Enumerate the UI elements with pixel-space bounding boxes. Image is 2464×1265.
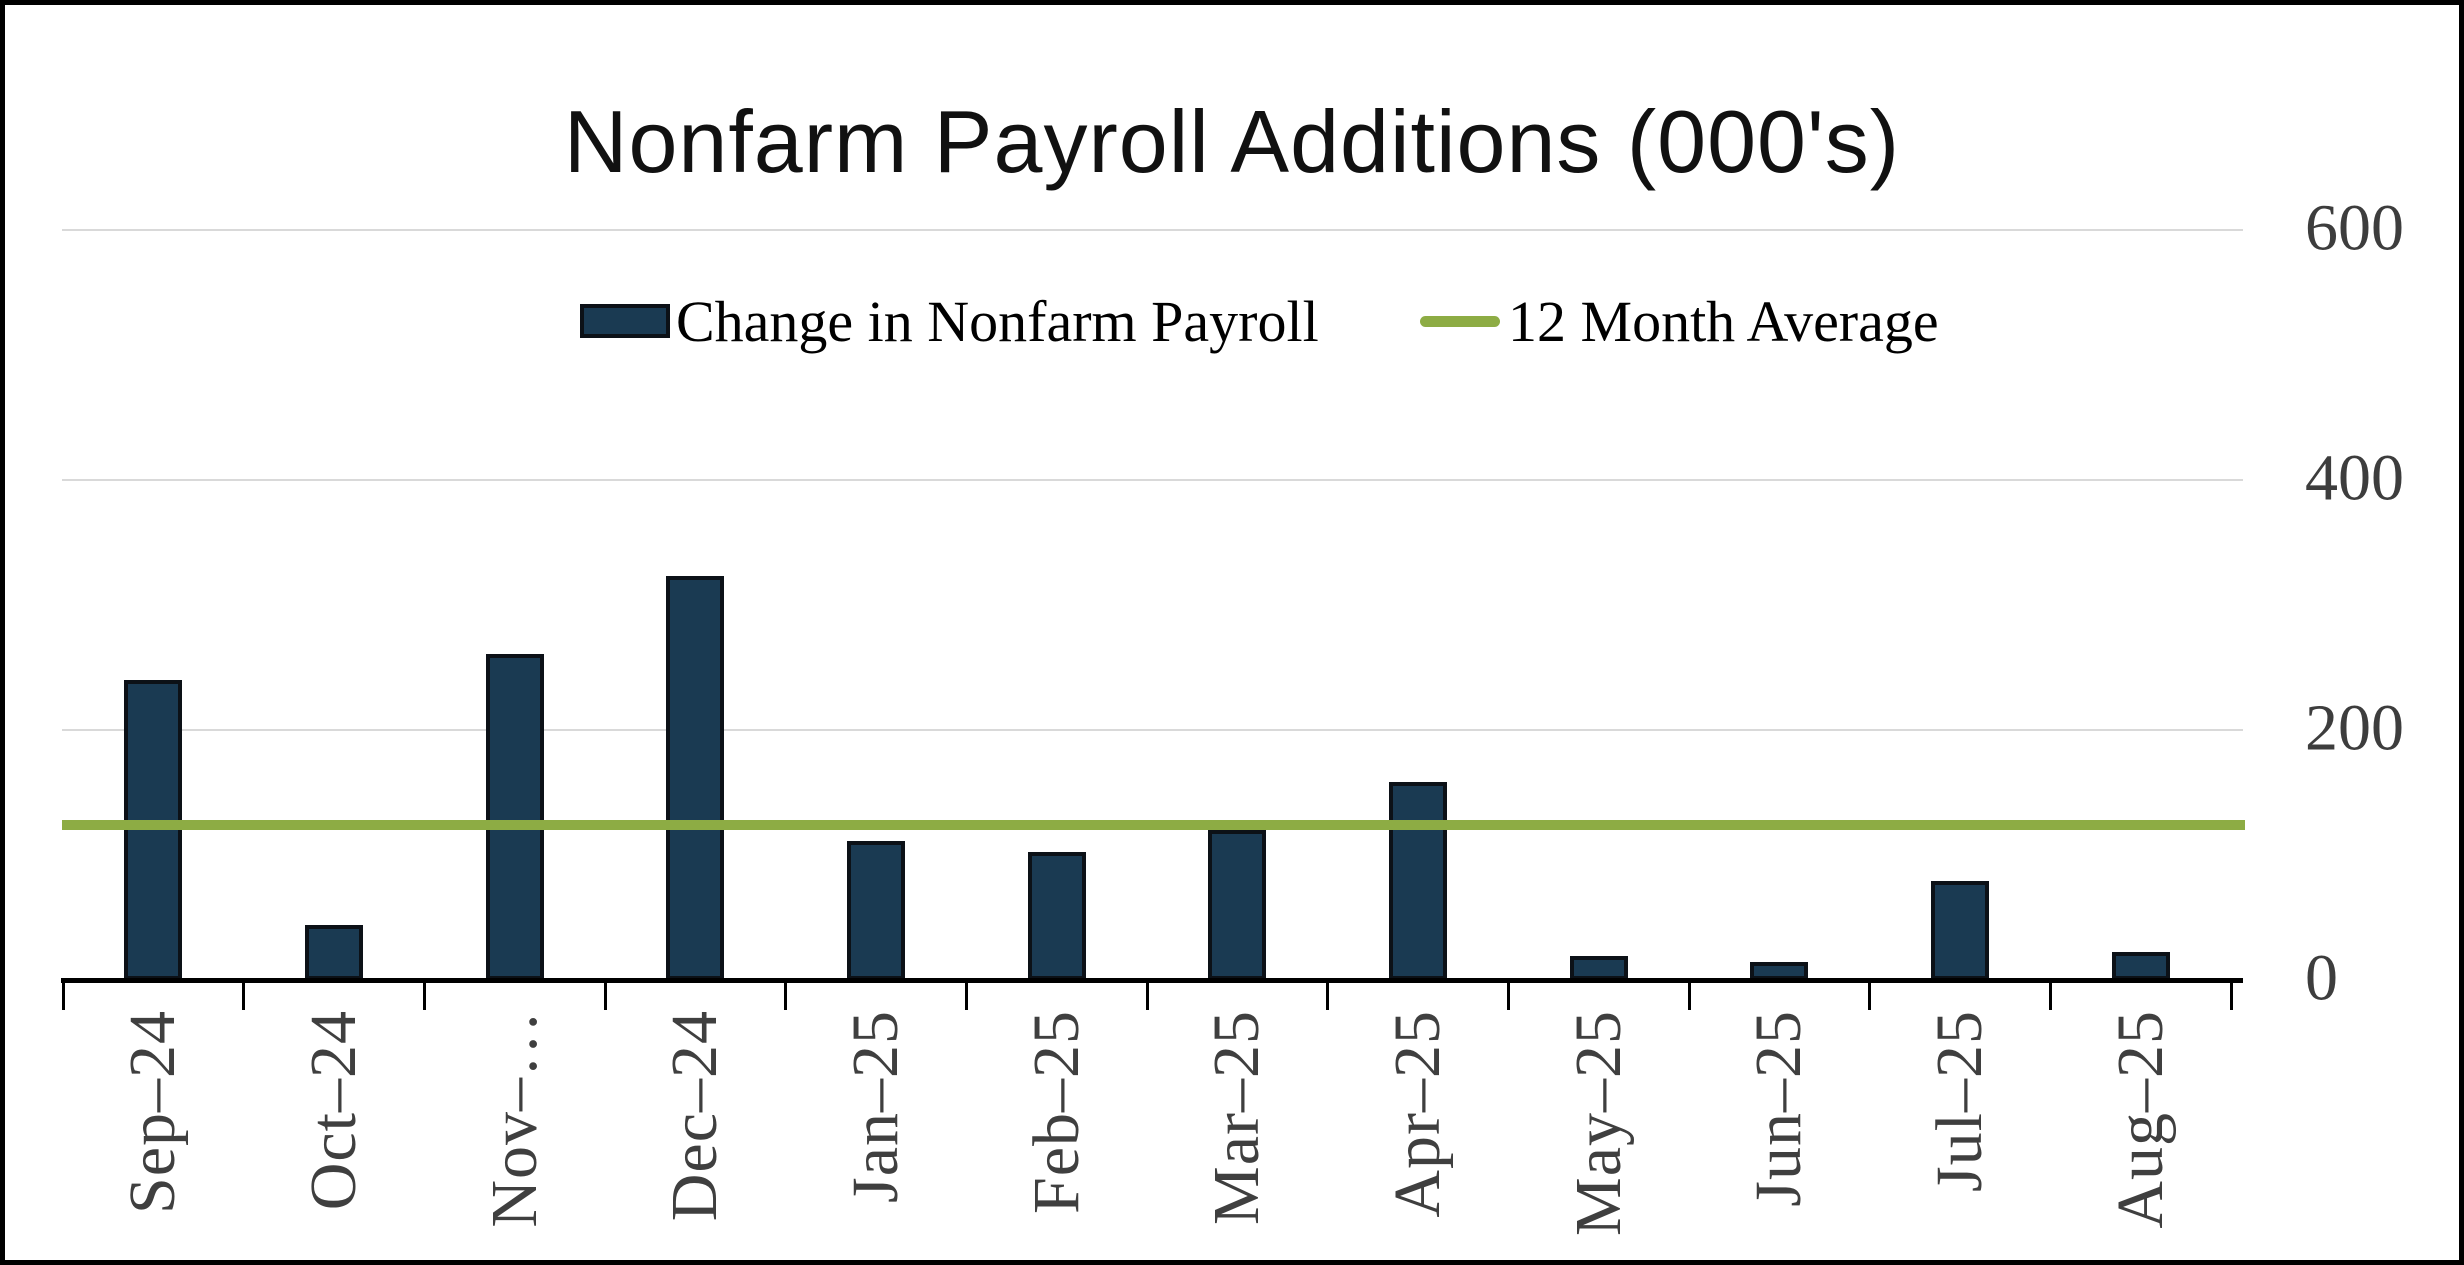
x-axis-label-Feb-25: Feb–25 [1019, 1010, 1095, 1219]
bar-Dec-24 [666, 576, 725, 980]
x-axis-label-Jan-25: Jan–25 [838, 1010, 914, 1208]
bar-Mar-25 [1208, 830, 1267, 980]
x-axis-label-text: May–25 [1562, 1010, 1635, 1236]
x-axis-label-Oct-24: Oct–24 [296, 1010, 372, 1215]
x-axis-label-text: Sep–24 [116, 1010, 189, 1214]
x-axis-label-text: Oct–24 [297, 1010, 370, 1211]
x-axis-tick [965, 983, 968, 1010]
x-axis-tick [1868, 983, 1871, 1010]
x-axis-label-text: Jun–25 [1742, 1010, 1815, 1207]
bar-Nov- [485, 654, 544, 980]
bar-May-25 [1569, 956, 1628, 980]
x-axis-tick [2049, 983, 2052, 1010]
chart-title: Nonfarm Payroll Additions (000's) [563, 92, 1901, 191]
x-axis-label-text: Nov–… [478, 1010, 551, 1228]
x-axis-label-text: Feb–25 [1020, 1010, 1093, 1214]
y-axis-label-600: 600 [2305, 191, 2404, 265]
y-axis-label-400: 400 [2305, 441, 2404, 515]
average-line-swatch-icon [1420, 315, 1500, 327]
x-axis-label-Sep-24: Sep–24 [115, 1010, 191, 1219]
average-line [62, 820, 2245, 830]
bar-Feb-25 [1027, 852, 1086, 980]
x-axis-label-text: Aug–25 [2104, 1010, 2177, 1229]
y-axis-label-200: 200 [2305, 691, 2404, 765]
legend-item-payroll: Change in Nonfarm Payroll [580, 286, 1319, 356]
x-axis-label-Nov-: Nov–… [477, 1010, 553, 1233]
x-axis-tick [62, 983, 65, 1010]
x-axis-tick [242, 983, 245, 1010]
x-axis-label-Aug-25: Aug–25 [2103, 1010, 2179, 1234]
legend-label-payroll: Change in Nonfarm Payroll [676, 288, 1319, 354]
x-axis-label-text: Apr–25 [1381, 1010, 1454, 1218]
bar-Sep-24 [124, 680, 183, 980]
x-axis-label-text: Jul–25 [1923, 1010, 1996, 1193]
x-axis-label-Jul-25: Jul–25 [1922, 1010, 1998, 1197]
x-axis-label-Dec-24: Dec–24 [657, 1010, 733, 1226]
bar-Jan-25 [847, 841, 905, 980]
bar-series-swatch-icon [580, 304, 670, 338]
x-axis-label-Jun-25: Jun–25 [1741, 1010, 1817, 1212]
x-axis-label-text: Dec–24 [658, 1010, 731, 1222]
x-axis-tick [1688, 983, 1691, 1010]
x-axis-tick [1507, 983, 1510, 1010]
x-axis-tick [423, 983, 426, 1010]
x-axis-label-Mar-25: Mar–25 [1199, 1010, 1275, 1230]
bar-Jul-25 [1931, 881, 1989, 980]
y-axis-label-0: 0 [2305, 941, 2338, 1015]
x-axis-tick [2230, 983, 2233, 1010]
legend-label-average: 12 Month Average [1508, 288, 1939, 354]
x-axis-tick [784, 983, 787, 1010]
legend-item-average: 12 Month Average [1420, 286, 1939, 356]
x-axis-label-text: Jan–25 [839, 1010, 912, 1203]
x-axis-tick [1146, 983, 1149, 1010]
x-axis-tick [1326, 983, 1329, 1010]
bar-Aug-25 [2111, 952, 2170, 980]
bar-Apr-25 [1389, 782, 1447, 980]
x-axis-label-May-25: May–25 [1561, 1010, 1637, 1241]
gridline-600 [62, 229, 2243, 231]
bar-Oct-24 [305, 925, 363, 980]
x-axis-label-Apr-25: Apr–25 [1380, 1010, 1456, 1223]
gridline-400 [62, 479, 2243, 481]
x-axis-line [61, 978, 2243, 983]
x-axis-tick [604, 983, 607, 1010]
gridline-200 [62, 729, 2243, 731]
x-axis-label-text: Mar–25 [1200, 1010, 1273, 1225]
